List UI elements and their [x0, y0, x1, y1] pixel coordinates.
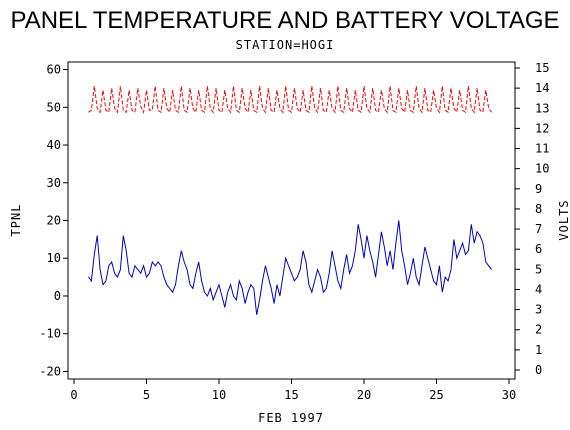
y-right-tick-label: 14 [535, 81, 549, 95]
series-line-voltage [88, 86, 493, 115]
y-right-tick-label: 7 [535, 222, 542, 236]
y-right-tick-label: 4 [535, 282, 542, 296]
y-right-tick-label: 9 [535, 182, 542, 196]
y-left-tick-label: 10 [47, 251, 61, 265]
series-layer [88, 86, 493, 315]
y-right-tick-label: 12 [535, 121, 549, 135]
x-tick-label: 15 [284, 388, 298, 402]
y-right-tick-label: 13 [535, 101, 549, 115]
y-left-tick-label: 60 [47, 63, 61, 77]
left-axis-ticks: -20 -10 0 10 20 30 40 50 60 [39, 63, 68, 378]
y-right-tick-label: 1 [535, 343, 542, 357]
x-axis-label: FEB 1997 [258, 411, 324, 425]
x-tick-label: 20 [357, 388, 371, 402]
y-left-tick-label: -10 [39, 327, 61, 341]
chart-subtitle: STATION=HOGI [236, 38, 335, 52]
y-right-tick-label: 2 [535, 323, 542, 337]
y-right-tick-label: 10 [535, 162, 549, 176]
chart-title: PANEL TEMPERATURE AND BATTERY VOLTAGE [10, 7, 559, 34]
y-left-tick-label: 40 [47, 138, 61, 152]
y-right-tick-label: 3 [535, 303, 542, 317]
y-axis-right-label: VOLTS [557, 199, 570, 240]
y-left-tick-label: 0 [54, 289, 61, 303]
y-axis-left-label: TPNL [9, 204, 23, 237]
x-tick-label: 0 [70, 388, 77, 402]
y-left-tick-label: 20 [47, 214, 61, 228]
y-left-tick-label: -20 [39, 364, 61, 378]
y-right-tick-label: 8 [535, 202, 542, 216]
x-tick-label: 10 [212, 388, 226, 402]
x-tick-label: 5 [143, 388, 150, 402]
series-line-temperature [88, 220, 492, 315]
y-right-tick-label: 5 [535, 262, 542, 276]
y-right-tick-label: 0 [535, 363, 542, 377]
y-right-tick-label: 11 [535, 142, 549, 156]
x-axis-ticks: 0 5 10 15 20 25 30 [70, 379, 516, 402]
y-left-tick-label: 50 [47, 100, 61, 114]
y-right-tick-label: 6 [535, 242, 542, 256]
x-tick-label: 30 [502, 388, 516, 402]
x-tick-label: 25 [429, 388, 443, 402]
y-left-tick-label: 30 [47, 176, 61, 190]
y-right-tick-label: 15 [535, 61, 549, 75]
